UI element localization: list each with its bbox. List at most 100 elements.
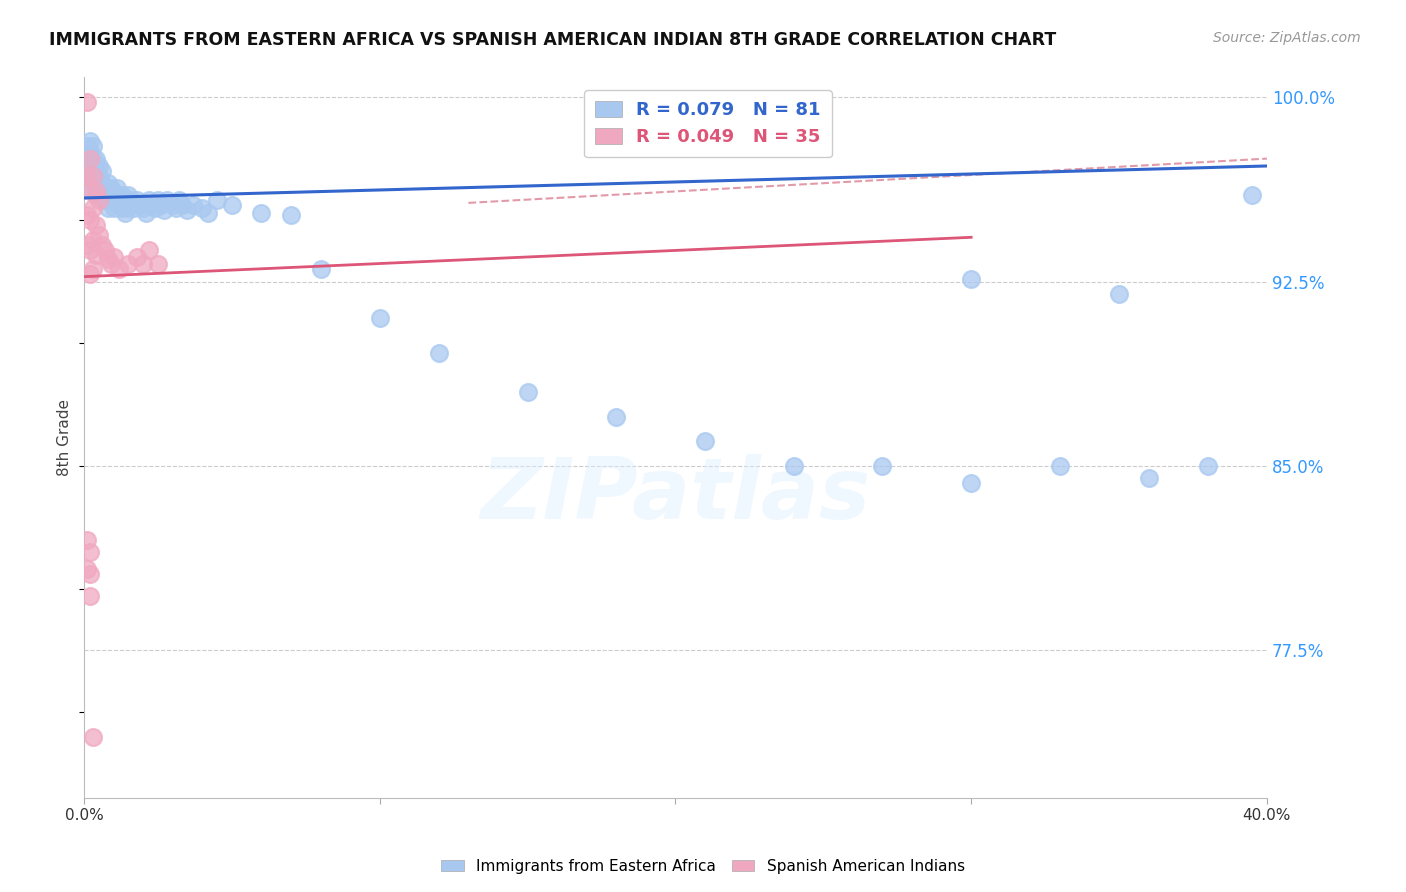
Point <box>82 730 104 744</box>
Point <box>129 198 152 212</box>
Point <box>103 250 125 264</box>
Point <box>79 159 101 173</box>
Point <box>135 205 157 219</box>
Point <box>97 252 120 267</box>
Point <box>82 164 104 178</box>
Point <box>76 152 98 166</box>
Point <box>79 243 101 257</box>
Point <box>100 181 122 195</box>
Point <box>162 198 184 212</box>
Point <box>90 188 112 202</box>
Point <box>1137 471 1160 485</box>
Point <box>165 201 187 215</box>
Point <box>516 385 538 400</box>
Point <box>170 198 193 212</box>
Point <box>146 257 169 271</box>
Point <box>427 346 450 360</box>
Point <box>156 194 179 208</box>
Text: IMMIGRANTS FROM EASTERN AFRICA VS SPANISH AMERICAN INDIAN 8TH GRADE CORRELATION : IMMIGRANTS FROM EASTERN AFRICA VS SPANIS… <box>49 31 1056 49</box>
Point <box>309 262 332 277</box>
Point <box>117 201 139 215</box>
Point <box>138 243 160 257</box>
Point <box>205 194 228 208</box>
Point <box>149 198 172 212</box>
Point <box>79 590 101 604</box>
Point <box>79 267 101 281</box>
Point <box>100 257 122 271</box>
Point <box>76 139 98 153</box>
Point <box>127 194 149 208</box>
Point <box>146 194 169 208</box>
Point <box>105 181 128 195</box>
Point <box>221 198 243 212</box>
Point <box>84 247 107 261</box>
Point <box>176 203 198 218</box>
Point <box>82 139 104 153</box>
Point <box>132 201 155 215</box>
Point <box>122 201 145 215</box>
Point <box>87 159 110 173</box>
Point <box>153 203 176 218</box>
Point <box>76 208 98 222</box>
Point <box>183 198 205 212</box>
Point <box>87 194 110 208</box>
Point <box>191 201 214 215</box>
Point <box>82 176 104 190</box>
Point <box>783 458 806 473</box>
Legend: Immigrants from Eastern Africa, Spanish American Indians: Immigrants from Eastern Africa, Spanish … <box>434 853 972 880</box>
Point <box>82 201 104 215</box>
Point <box>84 152 107 166</box>
Point <box>76 95 98 109</box>
Point <box>108 198 131 212</box>
Y-axis label: 8th Grade: 8th Grade <box>58 400 72 476</box>
Point <box>132 257 155 271</box>
Point <box>93 181 115 195</box>
Point <box>960 272 983 286</box>
Point <box>76 164 98 178</box>
Point <box>82 262 104 277</box>
Point <box>1049 458 1071 473</box>
Point <box>79 184 101 198</box>
Point <box>138 194 160 208</box>
Point <box>90 164 112 178</box>
Point <box>108 262 131 277</box>
Point <box>84 188 107 202</box>
Point <box>111 201 134 215</box>
Point <box>114 205 136 219</box>
Point <box>76 562 98 576</box>
Point <box>368 311 391 326</box>
Point <box>117 257 139 271</box>
Point <box>76 169 98 183</box>
Point <box>79 545 101 559</box>
Text: ZIPatlas: ZIPatlas <box>481 454 870 537</box>
Point <box>84 164 107 178</box>
Point <box>97 176 120 190</box>
Point <box>1108 286 1130 301</box>
Point <box>79 135 101 149</box>
Point <box>87 181 110 195</box>
Point <box>872 458 894 473</box>
Point <box>76 237 98 252</box>
Point <box>103 188 125 202</box>
Point <box>84 184 107 198</box>
Point <box>79 145 101 159</box>
Point <box>79 567 101 582</box>
Point <box>143 201 166 215</box>
Point <box>79 169 101 183</box>
Point <box>79 152 101 166</box>
Point <box>90 176 112 190</box>
Point <box>100 194 122 208</box>
Point <box>141 198 163 212</box>
Point <box>960 476 983 491</box>
Point <box>87 227 110 242</box>
Point <box>111 188 134 202</box>
Point <box>605 409 627 424</box>
Point <box>1241 188 1264 202</box>
Point <box>105 194 128 208</box>
Point <box>250 205 273 219</box>
Point <box>97 188 120 202</box>
Point <box>114 195 136 210</box>
Point <box>103 201 125 215</box>
Point <box>82 233 104 247</box>
Point <box>108 188 131 202</box>
